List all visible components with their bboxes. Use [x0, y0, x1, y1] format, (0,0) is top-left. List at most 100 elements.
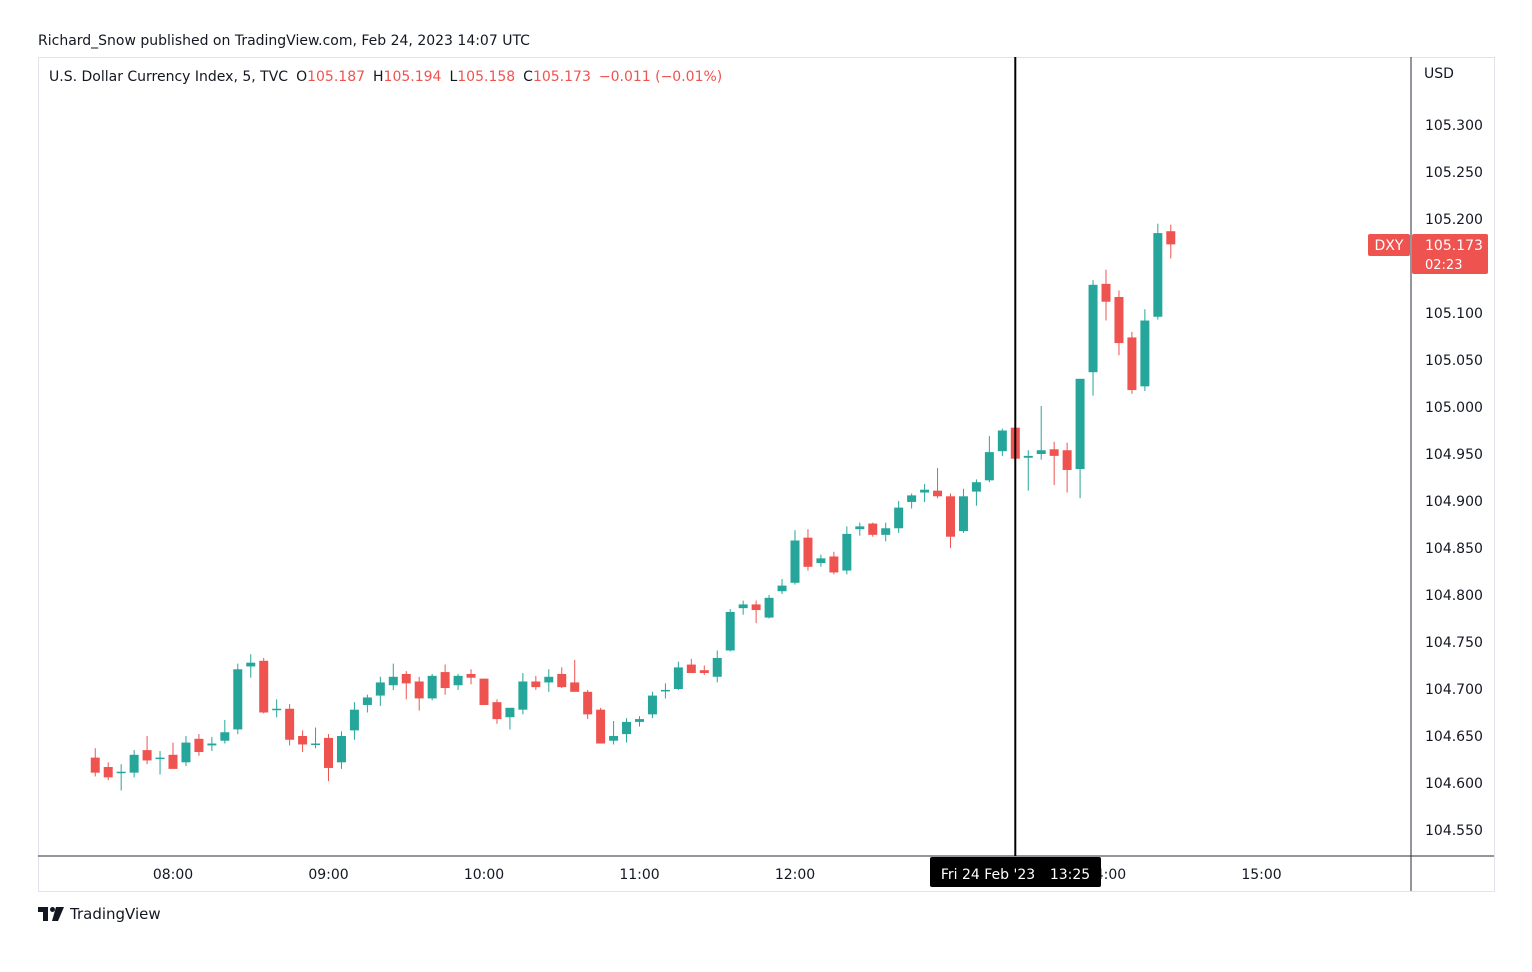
candle[interactable]: [946, 493, 955, 548]
candle[interactable]: [324, 734, 333, 782]
candle[interactable]: [311, 727, 321, 749]
candle[interactable]: [1075, 378, 1085, 499]
candle[interactable]: [181, 736, 191, 767]
candle[interactable]: [971, 479, 981, 506]
candle[interactable]: [233, 663, 243, 735]
tradingview-logo[interactable]: TradingView: [38, 905, 161, 923]
candle[interactable]: [842, 526, 852, 575]
price-tick-label: 104.700: [1425, 682, 1483, 698]
candle[interactable]: [622, 718, 632, 743]
candle[interactable]: [1036, 406, 1046, 460]
candle[interactable]: [803, 529, 813, 571]
candle[interactable]: [583, 689, 593, 720]
candle-body: [699, 670, 709, 674]
candle[interactable]: [958, 488, 968, 533]
candle[interactable]: [557, 667, 567, 689]
candle[interactable]: [660, 683, 670, 699]
candle[interactable]: [933, 468, 943, 499]
candle[interactable]: [220, 720, 230, 744]
candle[interactable]: [349, 702, 359, 740]
candle[interactable]: [984, 436, 994, 483]
candle[interactable]: [777, 579, 787, 595]
candle[interactable]: [414, 676, 424, 711]
candle[interactable]: [129, 750, 139, 778]
candle[interactable]: [1153, 223, 1163, 320]
candle[interactable]: [142, 736, 152, 765]
change-value: −0.011 (−0.01%): [598, 69, 723, 85]
candle[interactable]: [829, 551, 839, 575]
candle[interactable]: [699, 665, 709, 675]
candle-body: [725, 611, 735, 651]
candle[interactable]: [466, 669, 476, 685]
candle-body: [90, 757, 100, 773]
candle[interactable]: [686, 658, 696, 674]
candle[interactable]: [479, 678, 489, 705]
candle[interactable]: [492, 699, 502, 724]
candle[interactable]: [1114, 290, 1124, 356]
candle[interactable]: [401, 671, 411, 700]
candle[interactable]: [168, 742, 178, 769]
candle-body: [168, 754, 178, 769]
candle[interactable]: [635, 716, 644, 727]
candle-body: [622, 721, 632, 735]
candle[interactable]: [116, 764, 126, 791]
candle[interactable]: [751, 600, 761, 624]
candle[interactable]: [1101, 269, 1111, 321]
candle[interactable]: [90, 748, 100, 777]
candle[interactable]: [440, 664, 450, 695]
candle[interactable]: [764, 595, 774, 619]
candle[interactable]: [790, 530, 800, 585]
candle[interactable]: [531, 675, 541, 690]
candle[interactable]: [868, 522, 878, 537]
currency-label[interactable]: USD: [1424, 66, 1454, 82]
candle[interactable]: [997, 428, 1007, 456]
candle[interactable]: [712, 650, 722, 683]
candle[interactable]: [298, 730, 308, 752]
candle[interactable]: [920, 484, 930, 502]
published-byline: Richard_Snow published on TradingView.co…: [38, 33, 530, 49]
price-tick-label: 104.950: [1425, 447, 1483, 463]
candle[interactable]: [362, 694, 372, 713]
candle[interactable]: [518, 673, 528, 715]
candle[interactable]: [1062, 442, 1072, 493]
candle[interactable]: [1088, 280, 1098, 396]
candle[interactable]: [336, 731, 346, 769]
candle[interactable]: [725, 609, 735, 652]
candle[interactable]: [1166, 224, 1176, 259]
candle[interactable]: [647, 691, 657, 719]
symbol-description[interactable]: U.S. Dollar Currency Index, 5, TVC: [49, 69, 289, 85]
candle[interactable]: [855, 522, 865, 536]
candle[interactable]: [388, 663, 398, 690]
candle-body: [103, 767, 113, 778]
candle[interactable]: [609, 720, 619, 745]
candle[interactable]: [427, 673, 437, 701]
candle[interactable]: [1049, 441, 1059, 486]
candle[interactable]: [1140, 309, 1150, 392]
candle[interactable]: [103, 762, 113, 781]
candle[interactable]: [544, 669, 554, 692]
candle[interactable]: [907, 493, 917, 509]
candle[interactable]: [272, 699, 282, 718]
candle[interactable]: [207, 736, 217, 752]
candle[interactable]: [596, 707, 606, 744]
candle[interactable]: [505, 707, 515, 730]
candle[interactable]: [816, 554, 826, 567]
candle[interactable]: [738, 600, 748, 615]
candle[interactable]: [1023, 450, 1033, 491]
candle[interactable]: [453, 673, 463, 690]
candle[interactable]: [570, 659, 580, 692]
candle[interactable]: [375, 676, 385, 706]
candle[interactable]: [673, 661, 683, 690]
candle[interactable]: [155, 751, 165, 775]
candle[interactable]: [285, 704, 295, 746]
price-tick-label: 105.300: [1425, 118, 1483, 134]
time-tick-label: 08:00: [153, 867, 193, 883]
candle[interactable]: [881, 522, 891, 542]
candle-body: [635, 719, 644, 722]
candle[interactable]: [246, 654, 256, 678]
candle[interactable]: [194, 734, 204, 756]
candle[interactable]: [259, 657, 269, 714]
candle[interactable]: [1127, 331, 1137, 394]
candle[interactable]: [894, 501, 904, 533]
